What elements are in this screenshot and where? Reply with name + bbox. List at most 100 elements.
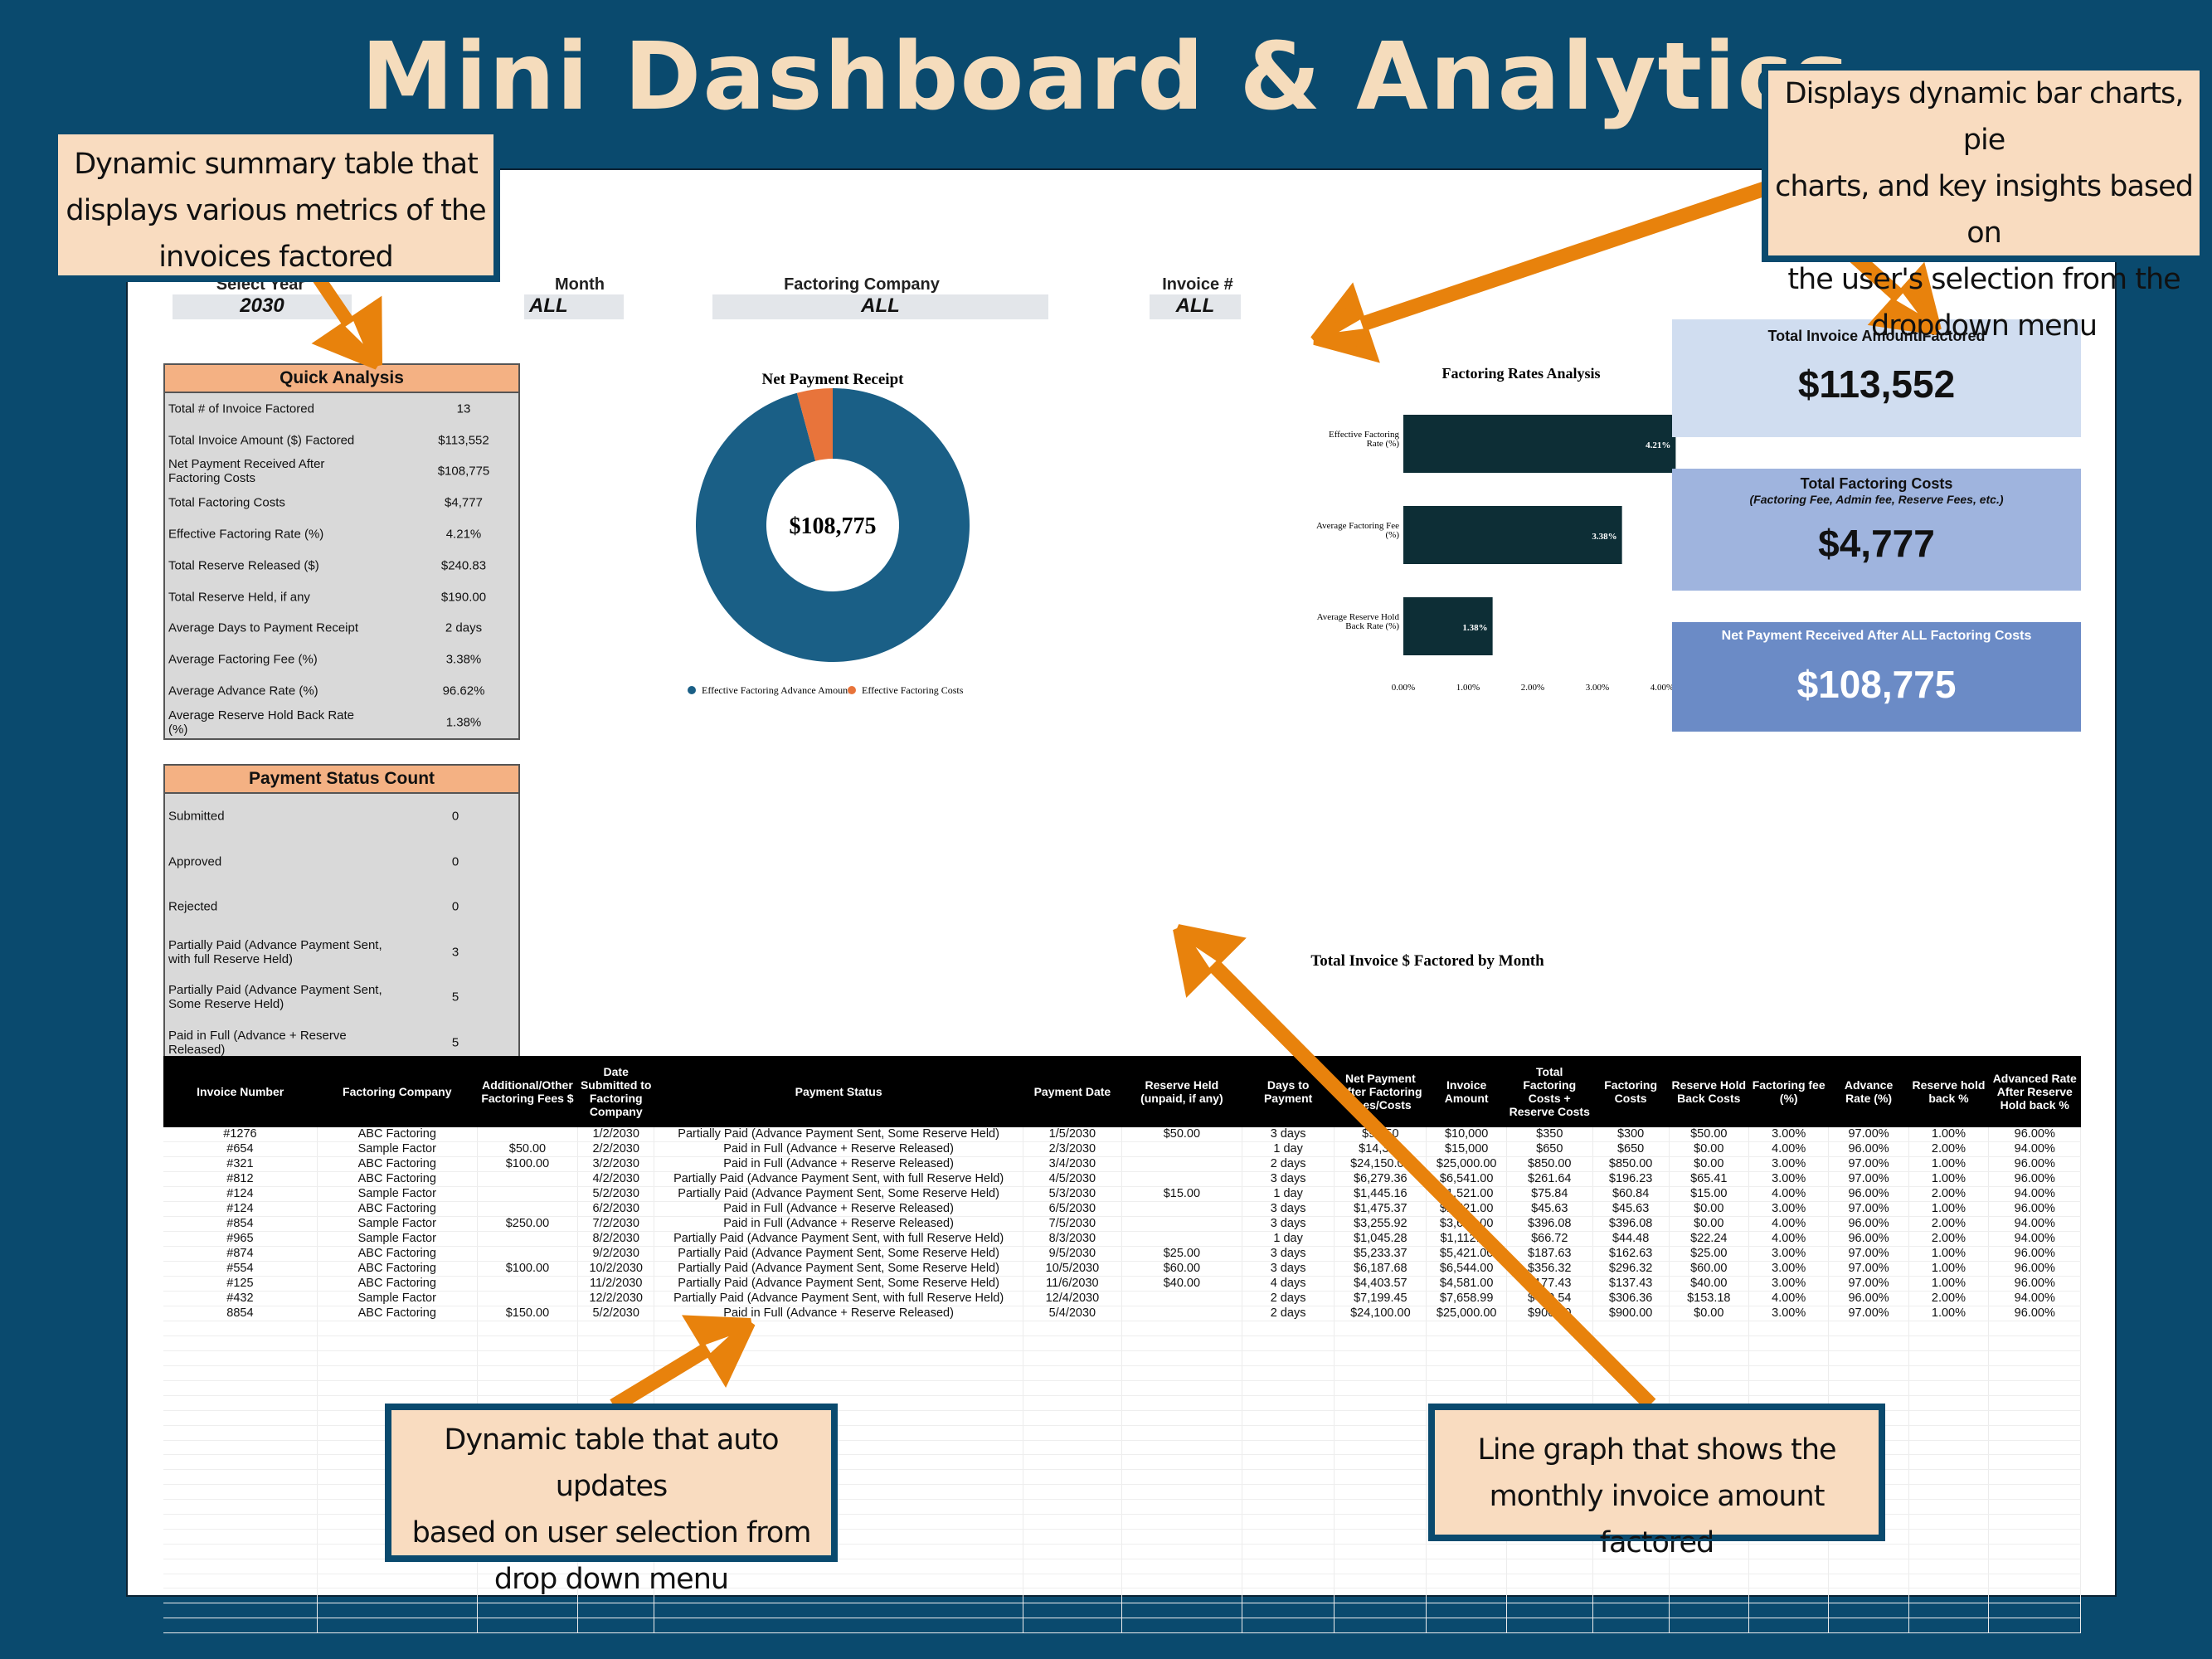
empty-cell [1334, 1395, 1427, 1411]
empty-cell [1506, 1544, 1593, 1559]
company-dropdown[interactable]: ALL [712, 294, 1048, 319]
table-cell: Partially Paid (Advance Payment Sent, wi… [654, 1171, 1024, 1188]
empty-cell [577, 1618, 655, 1634]
table-cell: $6,544.00 [1426, 1261, 1507, 1277]
table-cell: 6/5/2030 [1023, 1201, 1122, 1218]
empty-cell [1669, 1618, 1749, 1634]
empty-cell [1023, 1484, 1122, 1501]
arrow-shaft [1359, 179, 1773, 332]
empty-cell [1121, 1335, 1243, 1352]
empty-cell [1121, 1603, 1243, 1619]
table-header-cell: Factoring Costs [1592, 1056, 1670, 1127]
arrow-head [1867, 261, 1942, 335]
empty-cell [654, 1588, 1024, 1604]
table-cell: 1 day [1242, 1186, 1335, 1203]
table-cell: 4.00% [1748, 1291, 1830, 1307]
empty-cell [1506, 1559, 1593, 1574]
table-header-cell: Total Factoring Costs + Reserve Costs [1506, 1056, 1593, 1127]
empty-cell [1242, 1469, 1335, 1486]
quick-analysis-row: Total Invoice Amount ($) Factored $113,55… [165, 425, 518, 456]
table-cell: 3.00% [1748, 1201, 1830, 1218]
empty-cell [1023, 1529, 1122, 1545]
empty-cell [1242, 1425, 1335, 1441]
status-label: Approved [168, 854, 222, 869]
empty-cell [1828, 1559, 1909, 1574]
empty-cell [1669, 1350, 1749, 1367]
empty-cell [1121, 1380, 1243, 1396]
empty-cell [1121, 1321, 1243, 1337]
table-cell: 9/2/2030 [577, 1246, 655, 1262]
empty-cell [1828, 1380, 1909, 1396]
table-cell: $187.63 [1506, 1246, 1593, 1262]
table-cell: $162.63 [1592, 1246, 1670, 1262]
kpi-card-factoring-costs: Total Factoring Costs (Factoring Fee, Adm… [1672, 469, 2081, 591]
empty-cell [1748, 1618, 1830, 1634]
empty-cell [317, 1365, 478, 1381]
empty-cell [1988, 1380, 2082, 1396]
chart-title: Net Payment Receipt [762, 371, 905, 388]
empty-cell [1121, 1499, 1243, 1515]
table-cell: $24,100.00 [1334, 1306, 1427, 1322]
kpi-value: $4,777 [1818, 522, 1935, 565]
empty-cell [1988, 1425, 2082, 1441]
arrow-head [311, 295, 382, 370]
table-cell: $3,255.92 [1334, 1216, 1427, 1233]
table-cell: $25,000.00 [1426, 1306, 1507, 1322]
table-cell: Partially Paid (Advance Payment Sent, wi… [654, 1291, 1024, 1307]
x-tick-label: 0.00% [1392, 683, 1415, 693]
table-cell: 2.00% [1908, 1231, 1990, 1248]
empty-cell [577, 1574, 655, 1589]
table-cell: 3 days [1242, 1201, 1335, 1218]
empty-cell [654, 1365, 1024, 1381]
year-dropdown[interactable]: 2030 [173, 294, 352, 319]
empty-cell [1121, 1514, 1243, 1530]
empty-cell [1908, 1321, 1990, 1337]
quick-analysis-row: Net Payment Received After Factoring Cos… [165, 456, 518, 488]
kpi-card-total-invoice: Total Invoice Amount Factored $113,552 [1672, 319, 2081, 437]
empty-cell [1908, 1514, 1990, 1530]
empty-cell [1506, 1603, 1593, 1619]
status-count: 3 [451, 945, 459, 960]
table-cell: 3 days [1242, 1261, 1335, 1277]
empty-cell [1669, 1588, 1749, 1604]
metric-label: Total Invoice Amount ($) Factored [168, 433, 355, 448]
empty-cell [1748, 1335, 1830, 1352]
table-header-cell: Advance Rate (%) [1828, 1056, 1909, 1127]
table-cell: 4/2/2030 [577, 1171, 655, 1188]
donut-slice [796, 388, 833, 461]
empty-cell [1828, 1574, 1909, 1589]
empty-cell [1426, 1588, 1507, 1604]
table-cell: 2.00% [1908, 1291, 1990, 1307]
empty-cell [1023, 1395, 1122, 1411]
empty-cell [1748, 1380, 1830, 1396]
empty-cell [1748, 1603, 1830, 1619]
empty-cell [1828, 1321, 1909, 1337]
empty-cell [577, 1588, 655, 1604]
invoice-filter-label: Invoice # [1162, 275, 1233, 294]
table-cell: 3.00% [1748, 1306, 1830, 1322]
empty-cell [1023, 1559, 1122, 1574]
empty-cell [1242, 1544, 1335, 1559]
empty-cell [1908, 1365, 1990, 1381]
empty-cell [1023, 1574, 1122, 1589]
empty-cell [1242, 1350, 1335, 1367]
table-cell: 97.00% [1828, 1171, 1909, 1188]
arrow-head [682, 1315, 756, 1389]
empty-cell [1908, 1618, 1990, 1634]
table-cell: Paid in Full (Advance + Reserve Released… [654, 1201, 1024, 1218]
table-cell: ABC Factoring [317, 1171, 478, 1188]
table-cell: Sample Factor [317, 1216, 478, 1233]
invoice-dropdown[interactable]: ALL [1150, 294, 1241, 319]
bar-category-label: Effective Factoring [1329, 430, 1400, 440]
month-dropdown[interactable]: ALL [524, 294, 624, 319]
empty-cell [163, 1321, 318, 1337]
status-label: Partially Paid (Advance Payment Sent, So… [168, 983, 382, 1012]
empty-cell [1669, 1335, 1749, 1352]
empty-cell [1121, 1440, 1243, 1456]
table-cell: 1 day [1242, 1141, 1335, 1158]
table-cell: $396.08 [1506, 1216, 1593, 1233]
table-cell: 94.00% [1988, 1141, 2082, 1158]
empty-cell [1121, 1365, 1243, 1381]
metric-value: 13 [456, 401, 471, 416]
empty-cell [1334, 1574, 1427, 1589]
